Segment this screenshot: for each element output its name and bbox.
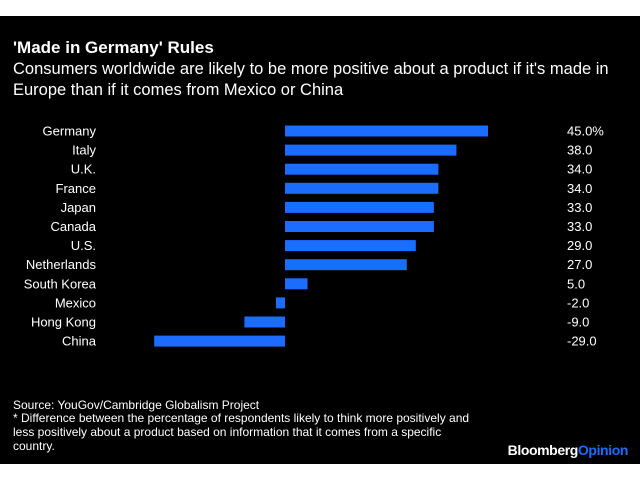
category-label: Japan [61, 200, 96, 215]
brand-part-opinion: Opinion [577, 442, 628, 458]
value-label: 45.0% [567, 124, 604, 139]
bar [285, 201, 434, 213]
value-label: 33.0 [567, 219, 592, 234]
bloomberg-opinion-logo: BloombergOpinion [507, 442, 629, 458]
category-label: Canada [50, 219, 96, 234]
category-label: South Korea [24, 276, 97, 291]
source-note: Source: YouGov/Cambridge Globalism Proje… [13, 398, 260, 412]
chart-title: 'Made in Germany' Rules [13, 38, 214, 57]
value-label: 29.0 [567, 238, 592, 253]
bar [285, 163, 439, 175]
value-label: 27.0 [567, 257, 592, 272]
footnote: * Difference between the percentage of r… [13, 411, 470, 453]
value-label: -9.0 [567, 315, 589, 330]
category-label: U.K. [71, 162, 96, 177]
bar [285, 240, 416, 252]
bar [285, 278, 308, 290]
value-label: 34.0 [567, 181, 592, 196]
chart-subtitle: Consumers worldwide are likely to be mor… [13, 60, 609, 99]
category-label: Hong Kong [31, 315, 96, 330]
value-label: -2.0 [567, 295, 589, 310]
category-label: Germany [43, 124, 97, 139]
category-label: Mexico [55, 295, 96, 310]
value-label: 38.0 [567, 143, 592, 158]
brand-part-bloomberg: Bloomberg [507, 442, 579, 458]
value-label: -29.0 [567, 334, 597, 349]
bar [285, 125, 488, 137]
category-label: Netherlands [26, 257, 97, 272]
bar [275, 297, 285, 309]
value-label: 5.0 [567, 276, 585, 291]
bar [285, 259, 407, 271]
category-label: U.S. [71, 238, 96, 253]
category-label: Italy [72, 143, 96, 158]
bar [154, 335, 285, 347]
bar [285, 182, 439, 194]
bar [285, 221, 434, 232]
category-label: China [62, 334, 97, 349]
bar [285, 144, 457, 156]
chart-frame: 'Made in Germany' Rules Consumers worldw… [0, 16, 640, 464]
bar [244, 316, 285, 328]
category-label: France [56, 181, 96, 196]
value-label: 34.0 [567, 162, 592, 177]
value-label: 33.0 [567, 200, 592, 215]
bar-chart: Germany 45.0% Italy 38.0 U.K. 34.0 France 34.0 J… [24, 124, 605, 349]
